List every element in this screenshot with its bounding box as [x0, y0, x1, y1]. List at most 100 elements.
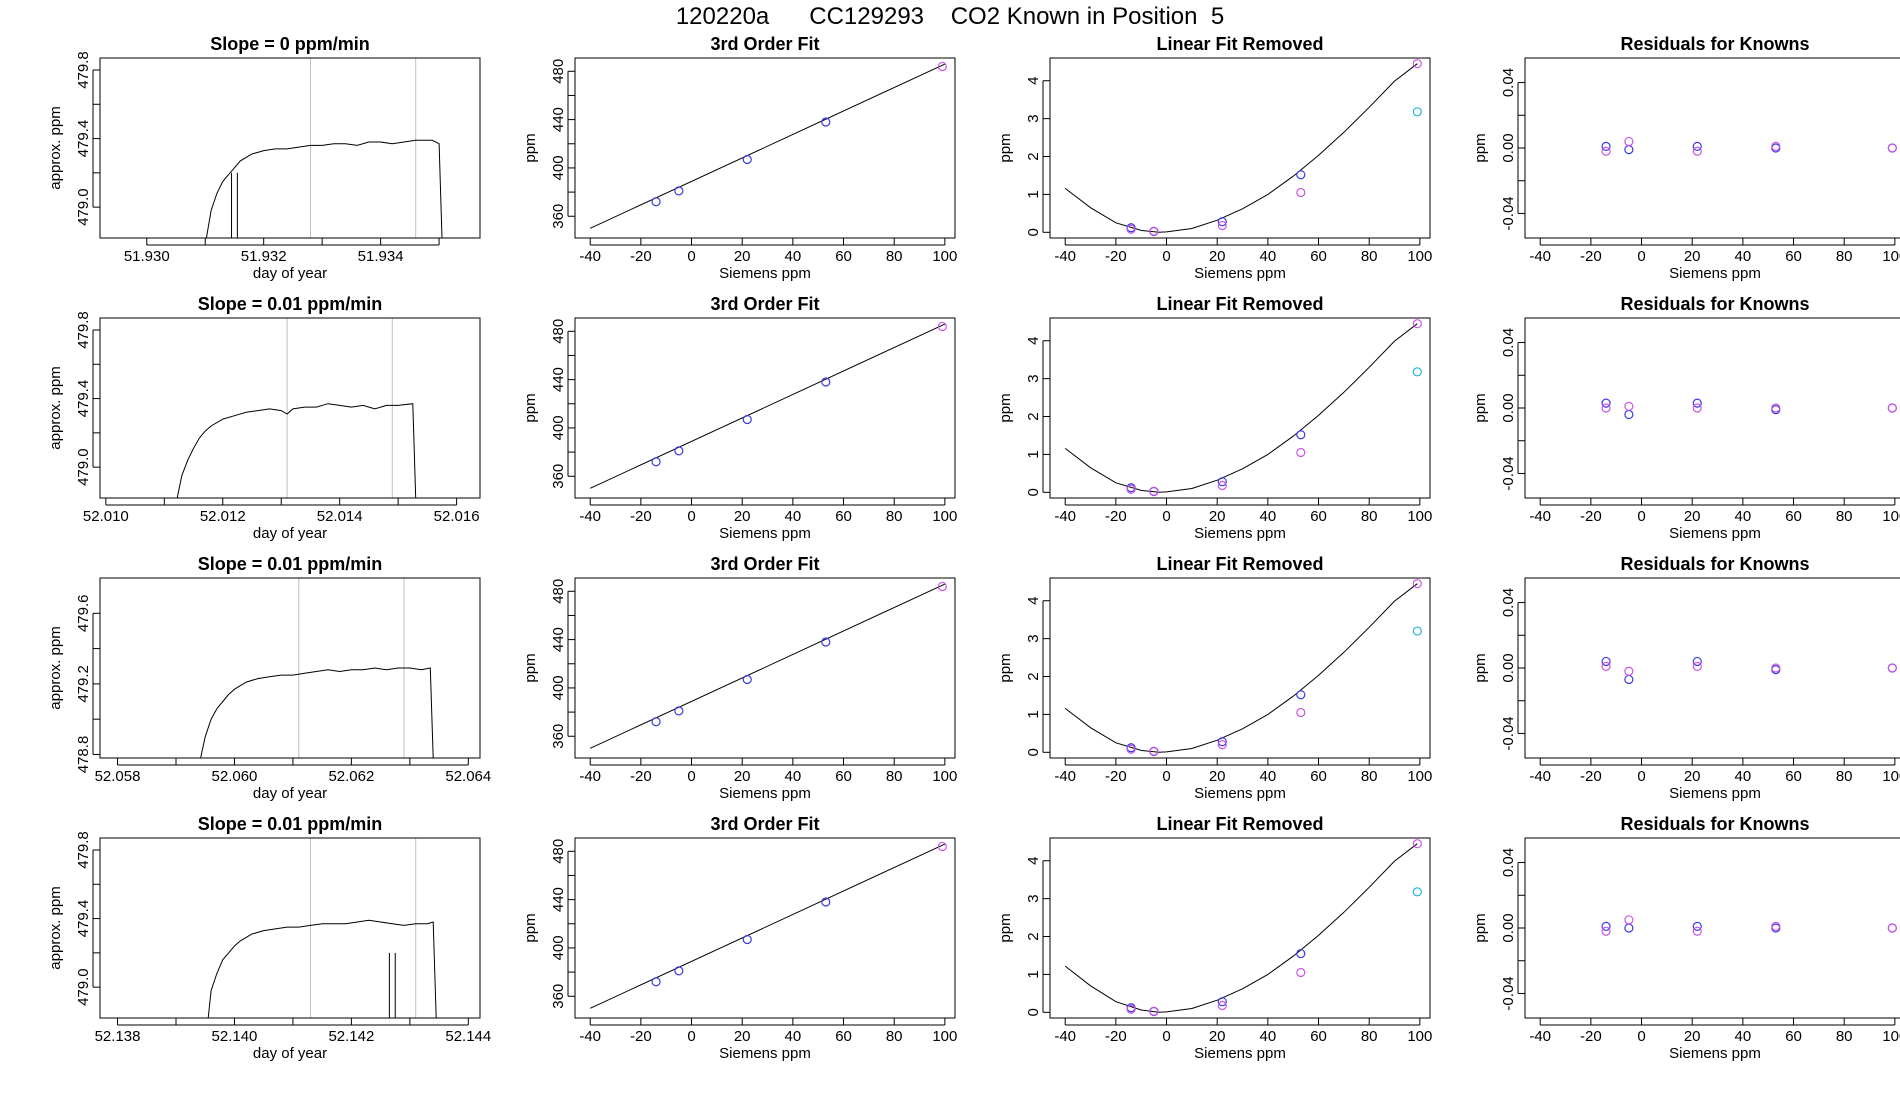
chart-svg: Residuals for Knowns -40 -20 0 20 40 60 80 100 -0… [1472, 296, 1900, 542]
chart-panel-r0-c2: Linear Fit Removed -40 -20 0 20 40 60 80 100 0 1 2 3… [990, 36, 1465, 296]
y-tick-label: 400 [550, 675, 567, 700]
data-point [1126, 484, 1136, 494]
data-point [1624, 923, 1634, 933]
x-tick-label: 52.014 [317, 508, 363, 525]
data-point [1771, 921, 1781, 931]
chart-title: Slope = 0.01 ppm/min [198, 556, 383, 574]
x-tick-label: -20 [630, 768, 652, 785]
y-tick-label: 478.8 [75, 736, 92, 774]
y-tick-label: 4 [1025, 597, 1042, 605]
data-point [1412, 319, 1422, 329]
chart-title: Slope = 0.01 ppm/min [198, 816, 383, 834]
x-tick-label: 40 [1260, 248, 1277, 265]
plot-frame [1049, 57, 1431, 239]
plot-frame [1049, 577, 1431, 759]
fit-curve [1064, 323, 1418, 493]
x-tick-label: 52.010 [83, 508, 129, 525]
x-tick-label: 80 [1836, 1028, 1853, 1045]
chart-svg: Slope = 0.01 ppm/min 52.058 52.060 52.062 52… [47, 556, 491, 802]
data-point [1601, 398, 1611, 408]
chart-svg: Slope = 0.01 ppm/min 52.010 52.012 52.014 52… [47, 296, 481, 542]
data-point [742, 154, 752, 165]
chart-title: Residuals for Knowns [1620, 816, 1809, 834]
y-tick-label: 480 [550, 839, 567, 864]
x-tick-label: 20 [1684, 1028, 1701, 1045]
data-point [1601, 661, 1611, 671]
x-tick-label: 40 [785, 248, 802, 265]
data-point [1601, 146, 1611, 156]
x-tick-label: 52.062 [328, 768, 374, 785]
x-tick-label: 80 [886, 508, 903, 525]
x-tick-label: -40 [1054, 768, 1076, 785]
x-tick-label: -20 [1105, 768, 1127, 785]
x-tick-label: 20 [734, 1028, 751, 1045]
y-tick-label: 0.04 [1500, 848, 1517, 877]
x-tick-label: 52.016 [434, 508, 480, 525]
y-tick-label: 479.4 [75, 120, 92, 158]
x-tick-label: 60 [1785, 248, 1802, 265]
chart-svg: Residuals for Knowns -40 -20 0 20 40 60 80 100 -0… [1472, 36, 1900, 282]
x-tick-label: 20 [1209, 1028, 1226, 1045]
x-tick-label: 51.934 [358, 248, 404, 265]
fit-line [589, 843, 946, 1009]
x-axis-label: Siemens ppm [719, 785, 811, 802]
y-tick-label: 480 [550, 59, 567, 84]
x-tick-label: 0 [1162, 1028, 1170, 1045]
figure-title: 120220a CC129293 CO2 Known in Position 5 [675, 3, 1225, 30]
data-point [1149, 226, 1159, 236]
fit-line [589, 583, 946, 749]
data-point [1412, 367, 1422, 377]
fit-line [589, 63, 946, 229]
y-tick-label: 0.00 [1500, 913, 1517, 942]
x-tick-label: 100 [1407, 1028, 1432, 1045]
y-tick-label: 0.00 [1500, 133, 1517, 162]
y-tick-label: 0.00 [1500, 653, 1517, 682]
chart-title: 3rd Order Fit [710, 296, 819, 314]
x-tick-label: -40 [1529, 508, 1551, 525]
data-point [1412, 59, 1422, 69]
data-point [651, 717, 661, 727]
chart-panel-r3-c1: 3rd Order Fit -40 -20 0 20 40 60 80 100 360 400 440… [515, 816, 990, 1076]
plot-frame [99, 57, 481, 239]
x-tick-label: 40 [785, 1028, 802, 1045]
chart-panel-r0-c3: Residuals for Knowns -40 -20 0 20 40 60 80 100 -0… [1465, 36, 1900, 296]
y-tick-label: 440 [550, 627, 567, 652]
x-tick-label: 60 [1310, 508, 1327, 525]
series-line [176, 403, 417, 498]
y-axis-label: approx. ppm [47, 106, 64, 189]
y-tick-label: 2 [1025, 672, 1042, 680]
x-tick-label: 0 [1637, 248, 1645, 265]
data-point [1624, 136, 1634, 147]
x-tick-label: 20 [1684, 768, 1701, 785]
data-point [937, 61, 947, 72]
plot-frame [574, 57, 956, 239]
chart-title: 3rd Order Fit [710, 556, 819, 574]
chart-panel-r3-c0: Slope = 0.01 ppm/min 52.138 52.140 52.142 52… [40, 816, 515, 1076]
chart-svg: Linear Fit Removed -40 -20 0 20 40 60 80 100 0 1 2 3… [997, 36, 1432, 282]
data-point [1296, 690, 1306, 700]
data-point [1217, 480, 1227, 491]
chart-title: Linear Fit Removed [1156, 816, 1323, 834]
data-point [651, 977, 661, 987]
data-point [1149, 486, 1159, 496]
data-point [1296, 170, 1306, 180]
data-point [1412, 107, 1422, 117]
x-tick-label: 20 [1684, 248, 1701, 265]
x-tick-label: 80 [1361, 1028, 1378, 1045]
data-point [1887, 403, 1897, 413]
x-axis-label: day of year [253, 265, 327, 282]
y-axis-label: ppm [997, 133, 1014, 162]
data-point [1771, 403, 1781, 413]
x-tick-label: 40 [1735, 508, 1752, 525]
y-tick-label: -0.04 [1500, 976, 1517, 1010]
chart-svg: Slope = 0.01 ppm/min 52.138 52.140 52.142 52… [47, 816, 491, 1062]
x-tick-label: 80 [886, 1028, 903, 1045]
x-tick-label: 80 [1361, 248, 1378, 265]
data-point [821, 377, 831, 387]
chart-title: Slope = 0.01 ppm/min [198, 296, 383, 314]
fit-line [589, 323, 946, 489]
x-axis-label: day of year [253, 1045, 327, 1062]
plot-frame [1524, 837, 1900, 1019]
y-tick-label: 3 [1025, 894, 1042, 902]
x-axis-label: day of year [253, 785, 327, 802]
